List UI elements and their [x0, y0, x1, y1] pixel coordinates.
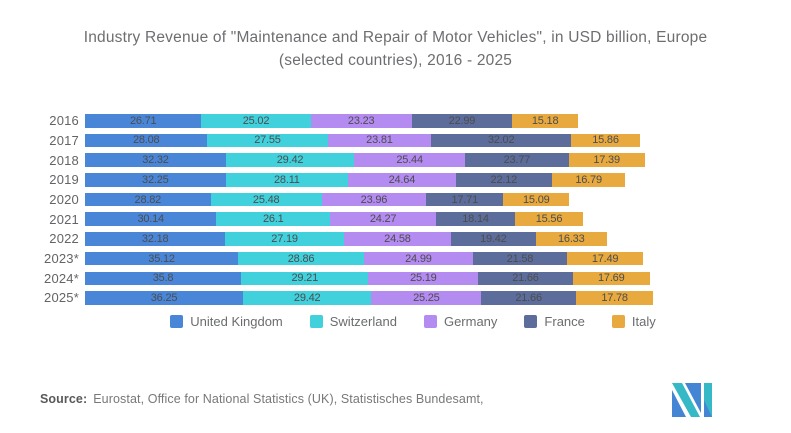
bar-segment-france: 21.58 [472, 251, 567, 266]
legend-item-france: France [524, 313, 585, 329]
bar-segment-italy: 15.18 [512, 114, 579, 128]
bar-segment-united-kingdom: 35.12 [85, 251, 239, 266]
legend-label: United Kingdom [190, 313, 283, 329]
legend-label: Germany [443, 313, 498, 329]
bar-segment-switzerland: 29.21 [241, 271, 369, 285]
legend-item-italy: Italy [611, 313, 656, 329]
bar-segment-switzerland: 26.1 [216, 212, 331, 226]
bar-segment-united-kingdom: 28.82 [85, 192, 211, 207]
year-label: 2021 [49, 211, 79, 227]
bar-segment-germany: 24.58 [343, 232, 451, 246]
bar-segment-germany: 25.19 [368, 271, 479, 285]
bar-segment-italy: 15.86 [570, 133, 641, 148]
bar-segment-united-kingdom: 35.8 [85, 271, 242, 285]
bar-segment-france: 22.99 [411, 114, 513, 128]
bar-segment-switzerland: 25.02 [201, 114, 311, 128]
bar-segment-italy: 17.78 [575, 291, 654, 305]
source-text: Eurostat, Office for National Statistics… [93, 392, 484, 406]
bar-segment-switzerland: 25.48 [210, 192, 322, 207]
legend-item-germany: Germany [423, 313, 498, 329]
chart-title: Industry Revenue of "Maintenance and Rep… [0, 26, 791, 72]
page: { "title": { "line1": "Industry Revenue … [0, 26, 791, 433]
bar-segment-italy: 15.56 [515, 212, 583, 226]
year-label: 2023* [44, 251, 79, 267]
legend-item-switzerland: Switzerland [309, 313, 397, 329]
bar-segment-italy: 17.49 [566, 251, 644, 266]
year-label: 2022 [49, 231, 79, 247]
bar-segment-germany: 23.23 [310, 114, 412, 128]
mordor-intelligence-logo [672, 383, 712, 417]
bar-segment-italy: 17.69 [572, 271, 650, 285]
legend-label: Switzerland [329, 313, 397, 329]
bar-segment-united-kingdom: 30.14 [85, 212, 217, 226]
legend-label: Italy [631, 313, 656, 329]
year-label: 2018 [49, 152, 79, 168]
chart-row: 2022 32.18 27.19 24.58 19.42 16.33 [35, 231, 791, 247]
bar-segment-united-kingdom: 28.08 [85, 133, 208, 148]
bar-segment-italy: 16.79 [552, 173, 626, 187]
bar-segment-germany: 23.81 [327, 133, 432, 148]
bar-segment-germany: 24.27 [330, 212, 436, 226]
legend-swatch [309, 314, 323, 328]
year-label: 2025* [44, 290, 79, 306]
year-label: 2016 [49, 113, 79, 129]
bar-segment-italy: 17.39 [568, 153, 645, 167]
bar-segment-france: 23.77 [465, 153, 569, 167]
chart-title-line2: (selected countries), 2016 - 2025 [278, 52, 513, 69]
chart-row: 2021 30.14 26.1 24.27 18.14 15.56 [35, 211, 791, 227]
bar-segment-united-kingdom: 36.25 [85, 291, 244, 305]
chart-row: 2019 32.25 28.11 24.64 22.12 16.79 [35, 172, 791, 188]
bar-segment-switzerland: 28.11 [225, 173, 349, 187]
bar-segment-united-kingdom: 32.25 [85, 173, 226, 187]
legend-swatch [170, 314, 184, 328]
legend-swatch [524, 314, 538, 328]
bar-segment-france: 19.42 [451, 232, 536, 246]
year-label: 2019 [49, 172, 79, 188]
source-line: Source: Eurostat, Office for National Sta… [40, 392, 484, 406]
legend-swatch [423, 314, 437, 328]
chart-row: 2024* 35.8 29.21 25.19 21.66 17.69 [35, 270, 791, 286]
bar-segment-switzerland: 28.86 [238, 251, 364, 266]
year-label: 2024* [44, 270, 79, 286]
bar-segment-germany: 25.44 [354, 153, 466, 167]
legend-item-united-kingdom: United Kingdom [170, 314, 283, 329]
chart-row: 2020 28.82 25.48 23.96 17.71 15.09 [35, 192, 791, 207]
bar-segment-united-kingdom: 32.18 [85, 232, 226, 246]
bar-segment-germany: 23.96 [321, 192, 427, 207]
chart-row: 2018 32.32 29.42 25.44 23.77 17.39 [35, 152, 791, 168]
source-label: Source: [40, 392, 88, 406]
chart-row: 2025* 36.25 29.42 25.25 21.66 17.78 [35, 290, 791, 306]
chart-row: 2023* 35.12 28.86 24.99 21.58 17.49 [35, 251, 791, 267]
chart-legend: United Kingdom Switzerland Germany France It… [35, 314, 791, 329]
chart-row: 2017 28.08 27.55 23.81 32.02 15.86 [35, 132, 791, 148]
bar-segment-germany: 24.64 [348, 173, 456, 187]
year-label: 2020 [49, 192, 79, 207]
chart-title-line1: Industry Revenue of "Maintenance and Rep… [83, 29, 708, 46]
bar-segment-united-kingdom: 32.32 [85, 153, 226, 167]
bar-segment-france: 21.66 [481, 291, 576, 305]
bar-segment-united-kingdom: 26.71 [85, 114, 202, 128]
bar-segment-switzerland: 27.55 [207, 133, 328, 148]
bar-segment-italy: 15.09 [503, 192, 570, 207]
bar-segment-germany: 24.99 [363, 251, 473, 266]
bar-segment-italy: 16.33 [535, 232, 607, 246]
bar-segment-switzerland: 29.42 [225, 153, 355, 167]
bar-segment-france: 17.71 [426, 192, 504, 207]
bar-segment-france: 22.12 [455, 173, 553, 187]
stacked-bar-chart: 2016 26.71 25.02 23.23 22.99 15.18 2017 28.08 27… [35, 113, 791, 306]
legend-label: France [544, 313, 585, 329]
bar-segment-germany: 25.25 [371, 291, 482, 305]
bar-segment-france: 32.02 [431, 133, 571, 148]
bar-segment-switzerland: 29.42 [243, 291, 372, 305]
legend-swatch [611, 314, 625, 328]
bar-segment-france: 18.14 [436, 212, 516, 226]
year-label: 2017 [49, 132, 79, 148]
logo-shape-blue-top [685, 383, 701, 413]
bar-segment-france: 21.66 [478, 271, 573, 285]
chart-row: 2016 26.71 25.02 23.23 22.99 15.18 [35, 113, 791, 129]
bar-segment-switzerland: 27.19 [225, 232, 344, 246]
